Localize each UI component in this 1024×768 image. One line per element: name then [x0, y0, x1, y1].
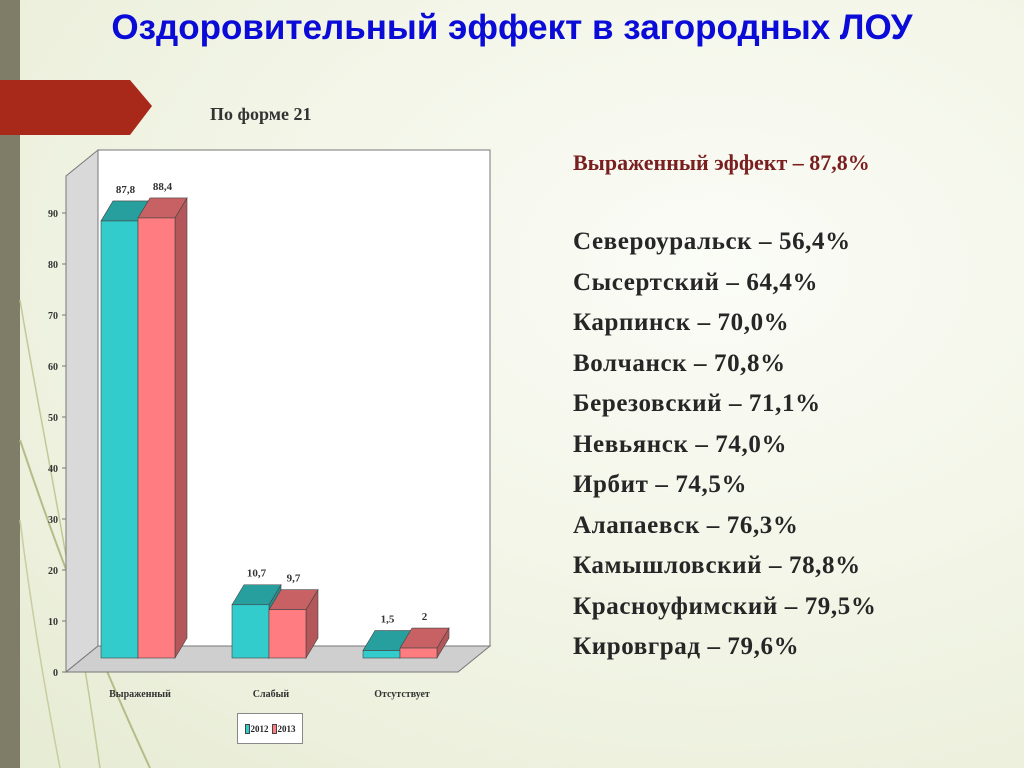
bar-front	[100, 220, 139, 659]
bar-front	[231, 604, 270, 659]
legend-label-2012: 2012	[250, 723, 269, 734]
value-label: 87,8	[116, 184, 136, 196]
bars	[100, 196, 450, 660]
value-label: 2	[422, 611, 428, 623]
district-item: Невьянск – 74,0%	[573, 430, 788, 458]
x-tick-label: Отсутствует	[374, 689, 430, 700]
y-tick-label: 60	[48, 362, 58, 373]
x-axis-labels: Выраженный Слабый Отсутствует	[109, 689, 430, 700]
value-label: 9,7	[287, 573, 301, 585]
value-label: 10,7	[247, 568, 267, 580]
district-item: Североуральск – 56,4%	[573, 228, 851, 255]
district-item: Камышловский – 78,8%	[573, 552, 861, 579]
slide-title: Оздоровительный эффект в загородных ЛОУ	[111, 8, 913, 47]
chart-legend: 2012 2013	[237, 713, 303, 744]
y-tick-label: 80	[48, 260, 58, 271]
x-tick-label: Выраженный	[109, 689, 171, 700]
bar-front	[399, 647, 438, 659]
highlight-text: Выраженный эффект – 87,8%	[573, 150, 870, 175]
y-tick-label: 20	[48, 566, 58, 577]
chart-frame	[64, 148, 492, 674]
legend-swatch-2013	[271, 723, 277, 734]
slide-subtitle: По форме 21	[210, 104, 312, 124]
legend-label-2013: 2013	[277, 723, 296, 734]
value-label: 88,4	[153, 181, 173, 193]
bar-front	[268, 609, 307, 659]
left-accent-bar	[0, 0, 20, 768]
y-tick-label: 90	[48, 209, 58, 220]
bar-side	[174, 196, 188, 660]
district-item: Ирбит – 74,5%	[573, 471, 748, 498]
y-axis-ticks: 0 10 20 30 40 50 60 70 80 90	[48, 209, 66, 679]
district-list: Североуральск – 56,4% Сысертский – 64,4%…	[573, 222, 876, 668]
y-tick-label: 30	[48, 515, 58, 526]
district-item: Сысертский – 64,4%	[573, 268, 819, 296]
legend-item-2013: 2013	[271, 723, 296, 734]
y-tick-label: 40	[48, 464, 58, 475]
y-tick-label: 50	[48, 413, 58, 424]
y-tick-label: 70	[48, 311, 58, 322]
bar-2013-1	[268, 588, 319, 660]
arrow-banner	[0, 80, 152, 135]
bar-2013-2	[399, 626, 450, 660]
district-item: Карпинск – 70,0%	[573, 309, 790, 336]
x-tick-label: Слабый	[253, 689, 290, 700]
district-item: Кировград – 79,6%	[573, 633, 800, 660]
district-item: Волчанск – 70,8%	[573, 349, 786, 377]
district-item: Красноуфимский – 79,5%	[573, 592, 877, 620]
legend-item-2012: 2012	[244, 723, 269, 734]
district-item: Березовский – 71,1%	[573, 390, 821, 417]
y-tick-label: 0	[53, 668, 58, 679]
bar-front	[137, 217, 176, 659]
value-labels: 87,8 88,4 10,7 9,7 1,5 2	[116, 181, 428, 626]
y-tick-label: 10	[48, 617, 58, 628]
bar-front	[362, 650, 401, 659]
chart-left-wall	[65, 148, 99, 674]
bar-2013-0	[137, 196, 188, 660]
value-label: 1,5	[381, 614, 395, 626]
legend-swatch-2012	[244, 723, 250, 734]
district-item: Алапаевск – 76,3%	[573, 511, 799, 539]
